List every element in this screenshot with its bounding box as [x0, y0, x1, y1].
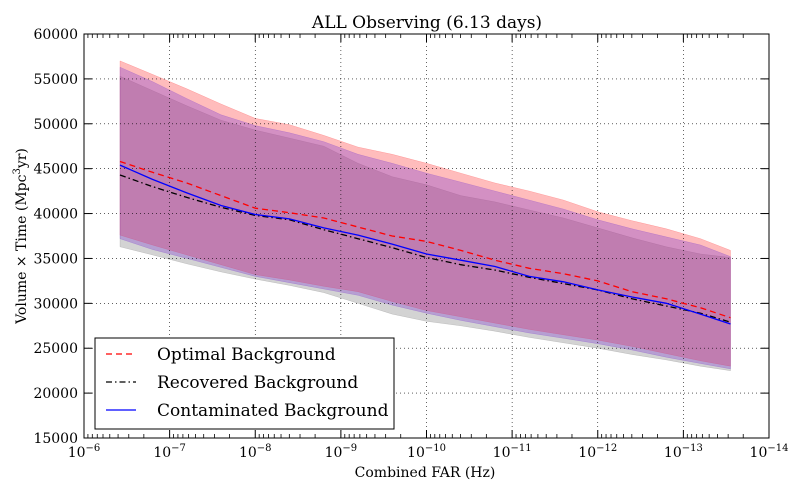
y-axis-label: Volume × Time (Mpc3yr)	[12, 148, 30, 325]
y-tick-label: 30000	[33, 296, 78, 312]
y-tick-label: 50000	[33, 117, 78, 133]
x-tick-base: 10	[750, 445, 768, 461]
y-axis-label-prefix: Volume × Time (Mpc	[14, 174, 30, 325]
y-tick-label: 25000	[33, 341, 78, 357]
legend-label-optimal: Optimal Background	[157, 345, 336, 365]
y-tick-label: 55000	[33, 72, 78, 88]
legend-box	[94, 337, 395, 430]
legend-label-recovered: Recovered Background	[157, 373, 358, 393]
y-tick-label: 35000	[33, 251, 78, 267]
band-2	[119, 66, 731, 370]
y-axis-label-suffix: yr)	[14, 148, 30, 169]
x-tick-power: −7	[171, 443, 186, 454]
x-tick-label: 10−13	[664, 443, 703, 461]
x-tick-base: 10	[325, 445, 343, 461]
x-tick-power: −9	[342, 443, 357, 454]
x-tick-power: −11	[510, 443, 531, 454]
x-tick-label: 10−6	[68, 443, 101, 461]
x-tick-label: 10−12	[578, 443, 617, 461]
x-tick-power: −6	[86, 443, 101, 454]
x-tick-power: −14	[767, 443, 788, 454]
band-1	[119, 60, 731, 367]
x-tick-base: 10	[407, 445, 425, 461]
x-tick-power: −12	[596, 443, 617, 454]
y-tick-label: 40000	[33, 207, 78, 223]
x-axis-label: Combined FAR (Hz)	[355, 465, 496, 481]
y-axis-label-sup: 3	[12, 168, 23, 174]
y-tick-label: 45000	[33, 162, 78, 178]
x-tick-label: 10−14	[750, 443, 789, 461]
x-tick-label: 10−11	[493, 443, 532, 461]
legend-label-contaminated: Contaminated Background	[157, 401, 389, 421]
x-tick-base: 10	[153, 445, 171, 461]
x-tick-label: 10−7	[153, 443, 186, 461]
chart-title: ALL Observing (6.13 days)	[311, 13, 542, 33]
y-tick-label: 20000	[33, 386, 78, 402]
x-tick-base: 10	[664, 445, 682, 461]
series-line-contaminated-background	[119, 164, 731, 325]
x-tick-base: 10	[68, 445, 86, 461]
band-0	[119, 75, 731, 371]
x-tick-label: 10−8	[239, 443, 272, 461]
lines-layer	[119, 160, 731, 325]
x-tick-power: −13	[682, 443, 703, 454]
x-tick-power: −10	[425, 443, 446, 454]
tick-labels-layer: 10−6 10−7 10−8 10−9 10−10 10−11 10−12 10−13 10−1…	[33, 27, 788, 461]
x-tick-label: 10−10	[407, 443, 446, 461]
x-tick-label: 10−9	[325, 443, 358, 461]
x-tick-base: 10	[578, 445, 596, 461]
series-line-recovered-background	[119, 174, 731, 323]
x-tick-power: −8	[257, 443, 272, 454]
y-tick-label: 60000	[33, 27, 78, 43]
bands-layer	[119, 60, 731, 371]
ticks-layer	[83, 33, 770, 439]
legend: Optimal Background Recovered Background …	[94, 337, 395, 430]
x-tick-base: 10	[239, 445, 257, 461]
x-tick-base: 10	[493, 445, 511, 461]
y-tick-label: 15000	[33, 431, 78, 447]
